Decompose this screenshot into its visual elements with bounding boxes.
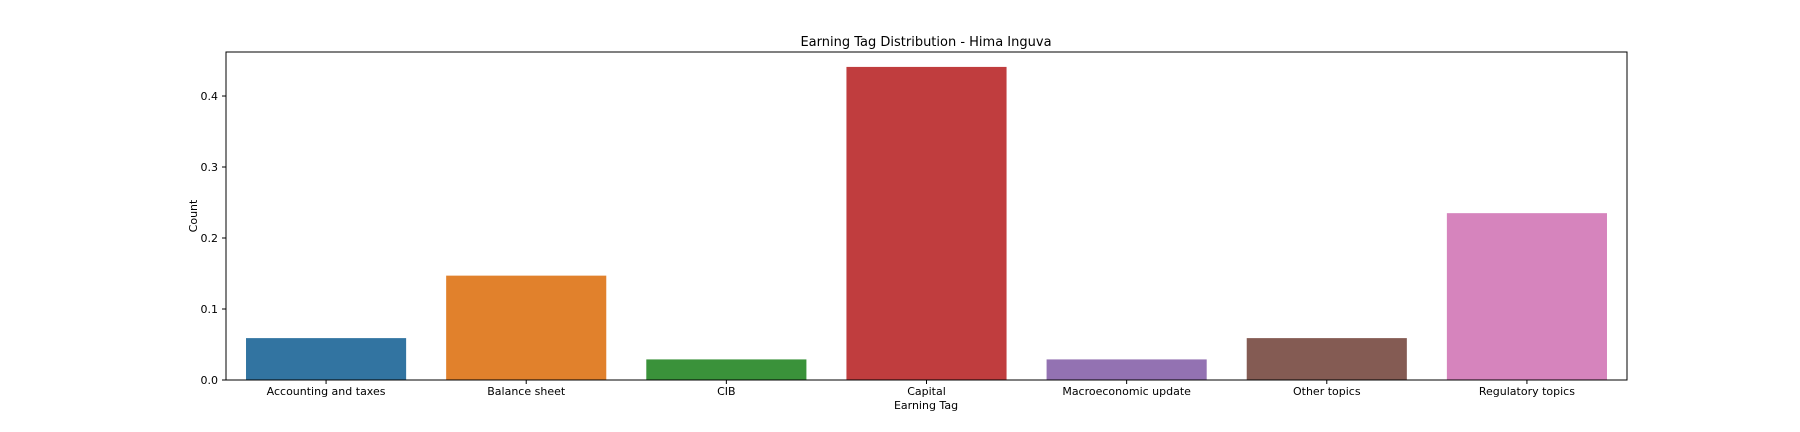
x-tick-label: Balance sheet xyxy=(487,385,566,398)
bars-group xyxy=(246,66,1607,380)
bar-1 xyxy=(446,275,607,380)
x-axis: Accounting and taxes Balance sheet CIB Capi… xyxy=(267,380,1575,398)
x-tick-label: Macroeconomic update xyxy=(1062,385,1191,398)
bar-6 xyxy=(1446,213,1607,380)
x-tick-label: CIB xyxy=(717,385,735,398)
x-tick-label: Accounting and taxes xyxy=(267,385,386,398)
x-tick-label: Other topics xyxy=(1293,385,1361,398)
bar-2 xyxy=(646,359,807,380)
bar-3 xyxy=(846,66,1007,380)
x-tick-label: Capital xyxy=(907,385,946,398)
x-axis-label: Earning Tag xyxy=(894,399,958,412)
y-tick-label: 0.0 xyxy=(201,374,219,387)
bar-4 xyxy=(1046,359,1207,380)
bar-5 xyxy=(1246,338,1407,380)
y-tick-label: 0.1 xyxy=(201,303,219,316)
y-axis: 0.0 0.1 0.2 0.3 0.4 xyxy=(201,90,226,387)
bar-0 xyxy=(246,338,407,380)
chart-title: Earning Tag Distribution - Hima Inguva xyxy=(800,35,1051,50)
y-axis-label: Count xyxy=(187,199,200,232)
y-tick-label: 0.3 xyxy=(201,161,219,174)
y-tick-label: 0.2 xyxy=(201,232,219,245)
x-tick-label: Regulatory topics xyxy=(1479,385,1575,398)
y-tick-label: 0.4 xyxy=(201,90,219,103)
